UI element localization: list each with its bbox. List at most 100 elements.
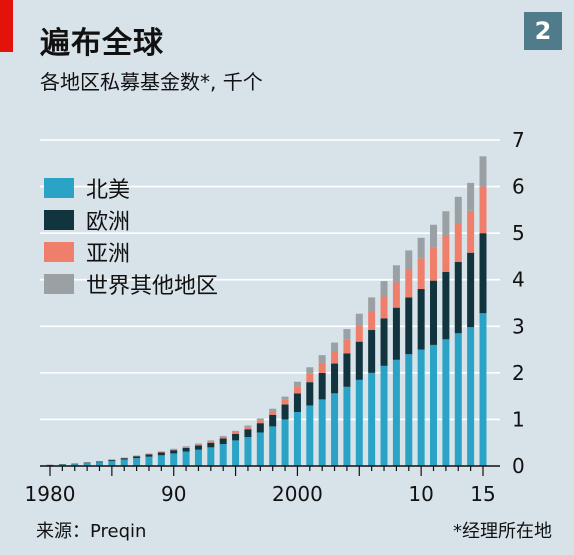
legend-label-asia: 亚洲 [86, 242, 131, 267]
bar-segment-0-1989 [157, 455, 165, 466]
bar-segment-2-1993 [207, 441, 215, 443]
y-tick-label: 6 [512, 175, 525, 199]
bar-segment-0-2012 [442, 339, 450, 466]
bar-segment-3-1997 [256, 418, 264, 421]
bar-segment-1-2013 [454, 262, 462, 334]
bar-segment-0-2006 [368, 372, 376, 466]
bar-segment-1-2000 [293, 393, 301, 412]
bar-segment-3-1994 [219, 435, 227, 437]
y-tick-label: 7 [512, 128, 525, 152]
footnote: *经理所在地 [453, 521, 552, 542]
bar-segment-3-2007 [380, 281, 388, 297]
bar-segment-1-1989 [157, 452, 165, 456]
bar-segment-1-1994 [219, 438, 227, 445]
y-tick-label: 3 [512, 314, 525, 338]
bar-segment-1-1996 [244, 429, 252, 438]
bar-segment-3-2010 [417, 237, 425, 259]
bar-segment-3-1989 [157, 451, 165, 452]
legend-label-europe: 欧洲 [86, 210, 131, 235]
bar-segment-2-1991 [182, 446, 190, 448]
bar-segment-1-2005 [355, 341, 363, 380]
legend-swatch-north-america [44, 178, 74, 198]
bar-segment-3-2012 [442, 211, 450, 236]
bar-segment-0-1996 [244, 437, 252, 466]
y-tick-label: 5 [512, 221, 525, 245]
bar-segment-1-1981 [58, 464, 66, 465]
legend-item-asia: 亚洲 [44, 236, 218, 268]
bar-segment-1-1986 [120, 458, 128, 460]
bar-segment-0-1999 [281, 419, 289, 466]
bar-segment-0-1986 [120, 459, 128, 466]
bar-segment-0-2009 [405, 354, 413, 466]
bar-segment-0-1994 [219, 444, 227, 466]
bar-segment-0-1987 [133, 458, 141, 466]
bar-segment-3-1986 [120, 457, 128, 459]
bar-segment-2-2007 [380, 296, 388, 319]
bar-segment-3-1991 [182, 446, 190, 447]
bar-segment-3-2004 [343, 329, 351, 340]
bar-segment-3-2003 [331, 342, 339, 352]
bar-segment-0-2003 [331, 393, 339, 466]
bar-segment-0-1998 [269, 426, 277, 466]
bar-segment-2-1996 [244, 426, 252, 430]
bar-segment-3-1993 [207, 440, 215, 442]
bar-segment-3-2002 [318, 355, 326, 363]
chart-number-badge: 2 [524, 12, 562, 50]
bar-segment-2-1995 [232, 432, 240, 434]
bar-segment-3-2000 [293, 381, 301, 387]
legend-swatch-asia [44, 242, 74, 262]
y-tick-label: 2 [512, 361, 525, 385]
bar-segment-0-1990 [170, 453, 178, 466]
bar-segment-1-2007 [380, 318, 388, 366]
bar-segment-2-2001 [306, 373, 314, 383]
bar-segment-2-2011 [430, 247, 438, 281]
bar-segment-2-1989 [157, 451, 165, 453]
bar-segment-1-2006 [368, 330, 376, 373]
y-tick-label: 4 [512, 268, 525, 292]
bar-segment-1-1985 [108, 459, 116, 461]
chart-title: 遍布全球 [40, 26, 164, 61]
bar-segment-2-2010 [417, 258, 425, 290]
bar-segment-1-1990 [170, 450, 178, 454]
bar-segment-1-1993 [207, 442, 215, 448]
bar-segment-0-1997 [256, 432, 264, 466]
y-tick-label: 0 [512, 454, 525, 478]
legend-label-rest-of-world: 世界其他地区 [86, 274, 219, 299]
bar-segment-2-1992 [194, 444, 202, 446]
bar-segment-2-1984 [95, 461, 103, 462]
bar-segment-0-1995 [232, 440, 240, 466]
bar-segment-2-2013 [454, 222, 462, 263]
bar-segment-3-1992 [194, 443, 202, 445]
bar-segment-0-1988 [145, 456, 153, 466]
bar-segment-1-2010 [417, 289, 425, 350]
bar-segment-2-2005 [355, 325, 363, 342]
chart-subtitle: 各地区私募基金数*, 千个 [40, 70, 263, 94]
bar-segment-0-2002 [318, 399, 326, 466]
bar-segment-1-2008 [392, 307, 400, 360]
bar-segment-1-1987 [133, 456, 141, 459]
bar-segment-0-1985 [108, 460, 116, 466]
bar-segment-3-2013 [454, 196, 462, 223]
bar-segment-0-2015 [479, 313, 487, 466]
bar-segment-1-2003 [331, 363, 339, 394]
bar-segment-3-2015 [479, 156, 487, 187]
bar-segment-1-1991 [182, 447, 190, 452]
bar-segment-2-2006 [368, 310, 376, 331]
source-note: 来源：Preqin [36, 521, 147, 542]
bar-segment-1-1984 [95, 461, 103, 463]
bar-segment-2-2015 [479, 186, 487, 234]
bar-segment-1-1999 [281, 404, 289, 420]
bar-segment-3-1998 [269, 408, 277, 412]
bar-segment-0-2004 [343, 386, 351, 466]
bar-segment-0-1992 [194, 449, 202, 466]
bar-segment-1-2002 [318, 372, 326, 400]
legend-swatch-rest-of-world [44, 274, 74, 294]
bar-segment-1-2004 [343, 353, 351, 387]
bar-segment-3-2009 [405, 250, 413, 270]
legend-item-rest-of-world: 世界其他地区 [44, 268, 218, 300]
bar-segment-0-2000 [293, 411, 301, 466]
bar-segment-3-2008 [392, 265, 400, 283]
legend-item-north-america: 北美 [44, 172, 218, 204]
bar-segment-1-2014 [467, 252, 475, 328]
